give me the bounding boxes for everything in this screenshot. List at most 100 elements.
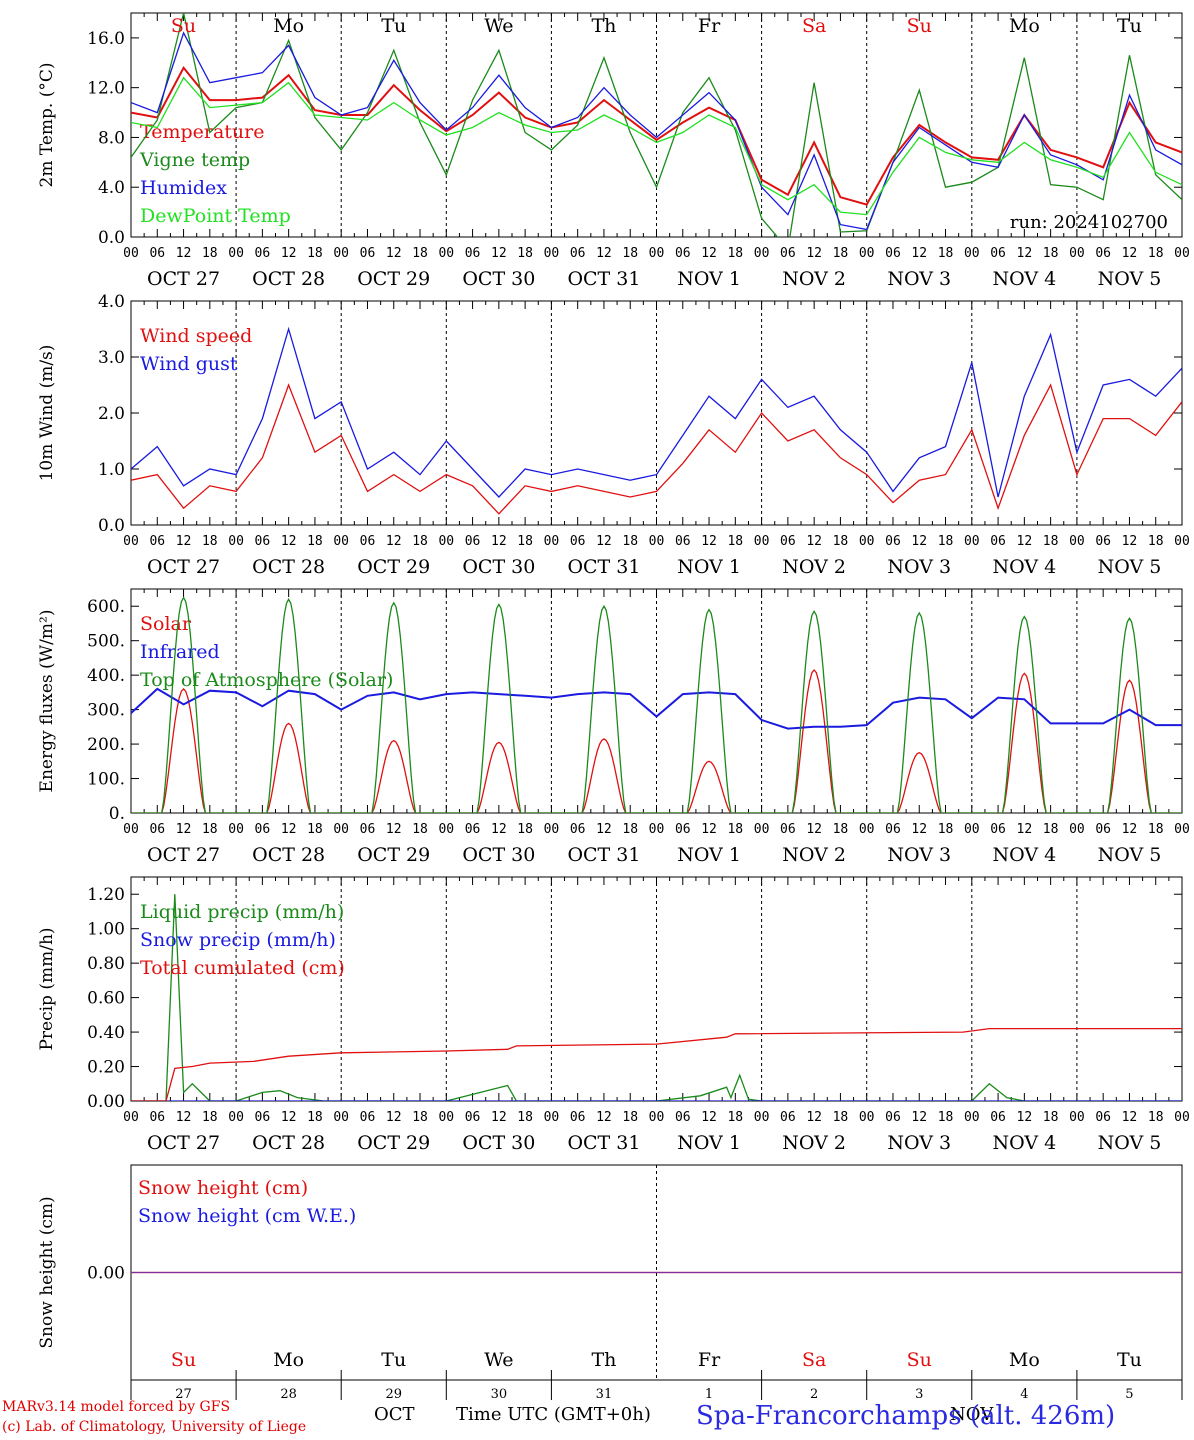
hour-label: 00 [333,822,349,837]
hour-label: 06 [360,246,376,261]
hour-label: 06 [255,822,271,837]
y-tick-label: 500. [87,632,125,652]
hour-label: 18 [1043,534,1059,549]
legend-entry: Wind gust [140,353,238,375]
hour-label: 00 [544,534,560,549]
hour-label: 12 [701,534,717,549]
hour-label: 06 [149,822,165,837]
hour-label: 00 [333,246,349,261]
hour-label: 00 [333,1110,349,1125]
date-label: OCT 31 [567,844,640,866]
weekday-label: Th [591,1349,616,1371]
hour-label: 18 [938,534,954,549]
hour-label: 18 [307,246,323,261]
hour-label: 00 [438,822,454,837]
hour-label: 18 [727,1110,743,1125]
panel-3: 0. 100. 200. 300. 400. 500. 600. Energy fluxes … [37,588,1190,866]
hour-label: 12 [386,822,402,837]
series-line-2 [131,326,1182,498]
hour-label: 00 [649,822,665,837]
y-tick-label: 1.20 [87,885,125,905]
weekday-label: Th [591,15,616,37]
hour-label: 06 [780,1110,796,1125]
hour-label: 18 [938,822,954,837]
y-tick-label: 0.80 [87,954,125,974]
hour-label: 00 [123,534,139,549]
hour-label: 06 [675,822,691,837]
hour-label: 06 [780,534,796,549]
date-label: OCT 28 [252,844,325,866]
hour-label: 06 [570,822,586,837]
hour-label: 00 [754,246,770,261]
hour-label: 00 [859,246,875,261]
y-tick-label: 100. [87,770,125,790]
hour-label: 06 [465,1110,481,1125]
hour-label: 00 [1174,822,1190,837]
y-tick-label: 16.0 [87,29,125,49]
hour-label: 18 [622,1110,638,1125]
legend-entry: Snow height (cm W.E.) [138,1205,356,1227]
date-label: OCT 27 [147,844,220,866]
hour-label: 12 [701,246,717,261]
hour-label: 00 [228,822,244,837]
day-number: 3 [915,1387,923,1402]
y-tick-label: 1.0 [98,460,125,480]
hour-label: 12 [911,534,927,549]
hour-label: 06 [149,534,165,549]
date-label: NOV 4 [992,844,1056,866]
hour-label: 00 [123,246,139,261]
date-label: NOV 3 [887,556,951,578]
hour-label: 06 [675,246,691,261]
hour-label: 18 [202,246,218,261]
hour-label: 18 [307,534,323,549]
legend-entry: Temperature [140,121,264,143]
y-tick-label: 0.00 [87,1092,125,1112]
date-label: NOV 1 [677,268,741,290]
legend-entry: Solar [140,613,192,635]
weekday-label: Su [171,1349,196,1371]
hour-label: 12 [491,534,507,549]
hour-label: 12 [701,822,717,837]
series-line-4 [131,76,1182,216]
y-axis-label: Snow height (cm) [37,1196,57,1348]
hour-label: 12 [386,534,402,549]
hour-label: 00 [1069,1110,1085,1125]
series-line-1 [131,65,1182,206]
hour-label: 00 [964,822,980,837]
hour-label: 00 [438,1110,454,1125]
weekday-label: Su [907,1349,932,1371]
day-number: 5 [1125,1387,1133,1402]
y-tick-label: 300. [87,701,125,721]
y-tick-label: 1.00 [87,920,125,940]
legend-entry: Vigne temp [139,149,250,171]
hour-label: 12 [1017,246,1033,261]
hour-label: 06 [465,246,481,261]
hour-label: 18 [833,1110,849,1125]
hour-label: 18 [1043,1110,1059,1125]
date-label: OCT 29 [357,268,430,290]
hour-label: 12 [1017,534,1033,549]
hour-label: 00 [1069,822,1085,837]
hour-label: 06 [1095,246,1111,261]
date-label: NOV 3 [887,268,951,290]
date-label: NOV 5 [1098,844,1162,866]
date-label: OCT 30 [462,268,535,290]
date-label: NOV 2 [782,1132,846,1154]
hour-label: 00 [1174,534,1190,549]
run-annotation: run: 2024102700 [1010,212,1168,233]
hour-label: 18 [517,534,533,549]
hour-label: 12 [176,246,192,261]
hour-label: 12 [1122,1110,1138,1125]
hour-label: 00 [1174,1110,1190,1125]
legend-entry: Humidex [140,177,227,199]
day-number: 27 [175,1387,192,1402]
date-label: NOV 2 [782,268,846,290]
hour-label: 18 [727,534,743,549]
hour-label: 18 [938,246,954,261]
hour-label: 12 [1122,534,1138,549]
hour-label: 06 [990,534,1006,549]
hour-label: 06 [990,1110,1006,1125]
hour-label: 00 [964,534,980,549]
weekday-label: Tu [1117,15,1142,37]
